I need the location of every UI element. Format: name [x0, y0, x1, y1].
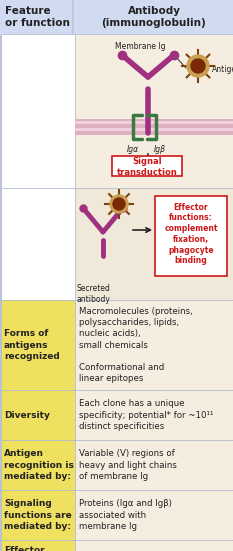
FancyBboxPatch shape [0, 300, 75, 390]
FancyBboxPatch shape [75, 540, 233, 551]
Circle shape [110, 195, 128, 213]
FancyBboxPatch shape [75, 390, 233, 440]
Text: Diversity: Diversity [4, 410, 50, 419]
FancyBboxPatch shape [0, 0, 77, 36]
FancyBboxPatch shape [112, 156, 182, 176]
FancyBboxPatch shape [75, 440, 233, 490]
FancyBboxPatch shape [0, 440, 75, 490]
Circle shape [113, 198, 125, 210]
Text: Signaling
functions are
mediated by:: Signaling functions are mediated by: [4, 499, 72, 531]
FancyBboxPatch shape [75, 34, 233, 188]
Text: Forms of
antigens
recognized: Forms of antigens recognized [4, 329, 60, 360]
Text: Secreted
antibody: Secreted antibody [76, 284, 110, 304]
FancyBboxPatch shape [75, 128, 233, 131]
FancyBboxPatch shape [0, 490, 75, 540]
FancyBboxPatch shape [0, 188, 75, 300]
Circle shape [191, 59, 205, 73]
Text: Variable (V) regions of
heavy and light chains
of membrane Ig: Variable (V) regions of heavy and light … [79, 450, 177, 480]
Circle shape [187, 55, 209, 77]
Text: Feature
or function: Feature or function [5, 6, 70, 28]
FancyBboxPatch shape [75, 490, 233, 540]
FancyBboxPatch shape [75, 300, 233, 390]
Text: Antigen
recognition is
mediated by:: Antigen recognition is mediated by: [4, 450, 74, 480]
Text: Proteins (Igα and Igβ)
associated with
membrane Ig: Proteins (Igα and Igβ) associated with m… [79, 499, 172, 531]
Text: Igβ: Igβ [154, 144, 166, 154]
FancyBboxPatch shape [0, 540, 75, 551]
Text: Effector
functions:
complement
fixation,
phagocyte
binding: Effector functions: complement fixation,… [164, 203, 218, 266]
Text: Each clone has a unique
specificity; potential* for ~10¹¹
distinct specificities: Each clone has a unique specificity; pot… [79, 399, 213, 430]
Text: Effector
functions are
mediated by:: Effector functions are mediated by: [4, 546, 72, 551]
Text: Signal
transduction: Signal transduction [117, 157, 177, 177]
FancyBboxPatch shape [73, 0, 233, 36]
Text: Igα: Igα [127, 144, 139, 154]
FancyBboxPatch shape [75, 188, 233, 300]
FancyBboxPatch shape [75, 119, 233, 135]
Text: Macromolecules (proteins,
polysaccharides, lipids,
nucleic acids),
small chemica: Macromolecules (proteins, polysaccharide… [79, 307, 193, 383]
Text: Membrane Ig: Membrane Ig [115, 42, 165, 51]
FancyBboxPatch shape [75, 121, 233, 124]
FancyBboxPatch shape [0, 390, 75, 440]
Text: Antigen: Antigen [212, 66, 233, 74]
FancyBboxPatch shape [155, 196, 227, 276]
Text: Antibody
(immunoglobulin): Antibody (immunoglobulin) [102, 6, 206, 28]
FancyBboxPatch shape [0, 34, 75, 188]
